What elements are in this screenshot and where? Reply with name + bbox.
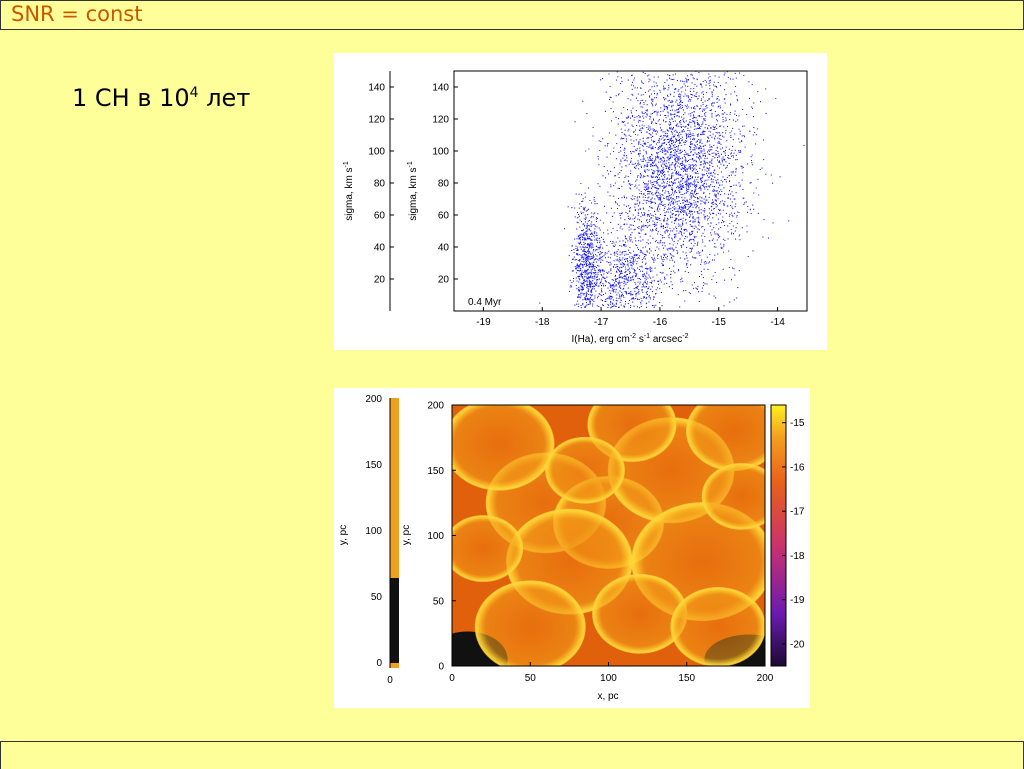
scatter-points bbox=[539, 70, 805, 309]
caption-exponent: 4 bbox=[189, 85, 199, 101]
colorbar bbox=[770, 404, 787, 667]
caption-main: 1 СН в 10 bbox=[72, 84, 190, 112]
scatter-axes: -19 -18 -17 -16 -15 -14 20 40 60 80 100 120 140 bbox=[432, 83, 785, 329]
heatmap-axes: 0 50 100 150 200 0 50 100 150 200 bbox=[427, 401, 773, 685]
heatmap-ylabel: y, pc bbox=[401, 525, 412, 545]
footer-bar bbox=[0, 741, 1024, 769]
heatmap-bubbles bbox=[452, 405, 765, 666]
heatmap-plot: y, pc 0 0 50 100 150 200 0 50 100 150 200 0 50 100 1… bbox=[338, 394, 805, 702]
behind-heatmap-ytick-label: 50 bbox=[371, 592, 383, 603]
heatmap-ytick-label: 0 bbox=[438, 662, 444, 673]
scatter-xtick-label: -14 bbox=[770, 317, 785, 328]
scatter-ytick-label: 20 bbox=[438, 275, 450, 286]
heatmap-ytick-label: 150 bbox=[427, 466, 444, 477]
scatter-xtick-label: -19 bbox=[476, 317, 491, 328]
scatter-ytick-label: 40 bbox=[438, 243, 450, 254]
scatter-ytick-label: 60 bbox=[438, 211, 450, 222]
behind-scatter-ytick-label: 40 bbox=[374, 243, 386, 254]
behind-scatter-ytick-label: 100 bbox=[368, 147, 385, 158]
slide-title: SNR = const bbox=[11, 2, 143, 26]
scatter-point-cluster bbox=[576, 200, 681, 309]
shell-bubble bbox=[670, 586, 765, 666]
behind-scatter-ytick-label: 20 bbox=[374, 275, 386, 286]
heatmap-xtick-label: 150 bbox=[678, 673, 695, 684]
behind-heatmap-ylabel: y, pc bbox=[338, 525, 349, 545]
title-bar: SNR = const bbox=[0, 0, 1024, 30]
colorbar-tick-label: -15 bbox=[790, 418, 805, 429]
scatter-ytick-label: 140 bbox=[432, 83, 449, 94]
behind-scatter-ytick-label: 120 bbox=[368, 115, 385, 126]
behind-scatter-ylabel: sigma, km s-1 bbox=[343, 161, 355, 221]
behind-scatter-ytick-label: 60 bbox=[374, 211, 386, 222]
scatter-xtick-label: -18 bbox=[535, 317, 550, 328]
scatter-point-cluster bbox=[563, 182, 609, 309]
shell-bubble bbox=[701, 462, 765, 530]
shell-bubble bbox=[452, 515, 524, 582]
colorbar-tick-label: -18 bbox=[790, 551, 805, 562]
shell-bubble bbox=[592, 573, 688, 654]
caption: 1 СН в 104 лет bbox=[72, 84, 250, 112]
behind-heatmap-ytick-label: 0 bbox=[376, 658, 382, 669]
shell-bubble bbox=[686, 405, 765, 471]
colorbar-tick-label: -16 bbox=[790, 462, 805, 473]
behind-heatmap-ytick-label: 200 bbox=[365, 394, 382, 405]
heatmap-xtick-label: 200 bbox=[757, 673, 774, 684]
scatter-plot-frame bbox=[453, 70, 808, 312]
behind-heatmap-ytick-label: 150 bbox=[365, 460, 382, 471]
scatter-ytick-label: 100 bbox=[432, 147, 449, 158]
behind-scatter-ytick-label: 80 bbox=[374, 179, 386, 190]
heatmap-xtick-label: 50 bbox=[525, 673, 537, 684]
behind-scatter-panel: sigma, km s-1 20 40 60 80 100 120 140 bbox=[343, 71, 394, 311]
heatmap-figure: y, pc 0 0 50 100 150 200 0 50 100 150 200 0 50 100 1… bbox=[334, 388, 810, 708]
behind-scatter-ytick-label: 140 bbox=[368, 83, 385, 94]
scatter-xtick-label: -16 bbox=[653, 317, 668, 328]
heatmap-ytick-label: 50 bbox=[433, 596, 445, 607]
heatmap-ytick-label: 100 bbox=[427, 531, 444, 542]
shell-bubble bbox=[545, 436, 625, 504]
colorbar-tick-label: -19 bbox=[790, 595, 805, 606]
heatmap-xtick-label: 100 bbox=[600, 673, 617, 684]
scatter-xtick-label: -17 bbox=[594, 317, 609, 328]
scatter-ylabel: sigma, km s-1 bbox=[407, 161, 419, 221]
colorbar-tick-label: -17 bbox=[790, 507, 805, 518]
colorbar-tick-label: -20 bbox=[790, 639, 805, 650]
shell-bubble bbox=[474, 580, 586, 666]
scatter-ytick-label: 120 bbox=[432, 115, 449, 126]
scatter-panel-label: 0.4 Myr bbox=[468, 297, 502, 308]
scatter-ytick-label: 80 bbox=[438, 179, 450, 190]
caption-tail: лет bbox=[198, 84, 251, 112]
heatmap-xtick-label: 0 bbox=[449, 673, 455, 684]
heatmap-xlabel: x, pc bbox=[597, 691, 618, 702]
shell-bubble bbox=[452, 405, 555, 491]
scatter-xlabel: I(Ha), erg cm-2 s-1 arcsec-2 bbox=[571, 333, 688, 345]
colorbar-ticks: -15 -16 -17 -18 -19 -20 bbox=[782, 418, 805, 650]
scatter-point-cluster bbox=[539, 70, 805, 307]
scatter-figure: sigma, km s-1 20 40 60 80 100 120 140 -19 -18 -1… bbox=[334, 53, 827, 350]
heatmap-ytick-label: 200 bbox=[427, 401, 444, 412]
behind-heatmap-panel: y, pc 0 0 50 100 150 200 bbox=[338, 394, 399, 686]
behind-heatmap-x0: 0 bbox=[387, 675, 393, 686]
scatter-xtick-label: -15 bbox=[712, 317, 727, 328]
behind-heatmap-ytick-label: 100 bbox=[365, 526, 382, 537]
